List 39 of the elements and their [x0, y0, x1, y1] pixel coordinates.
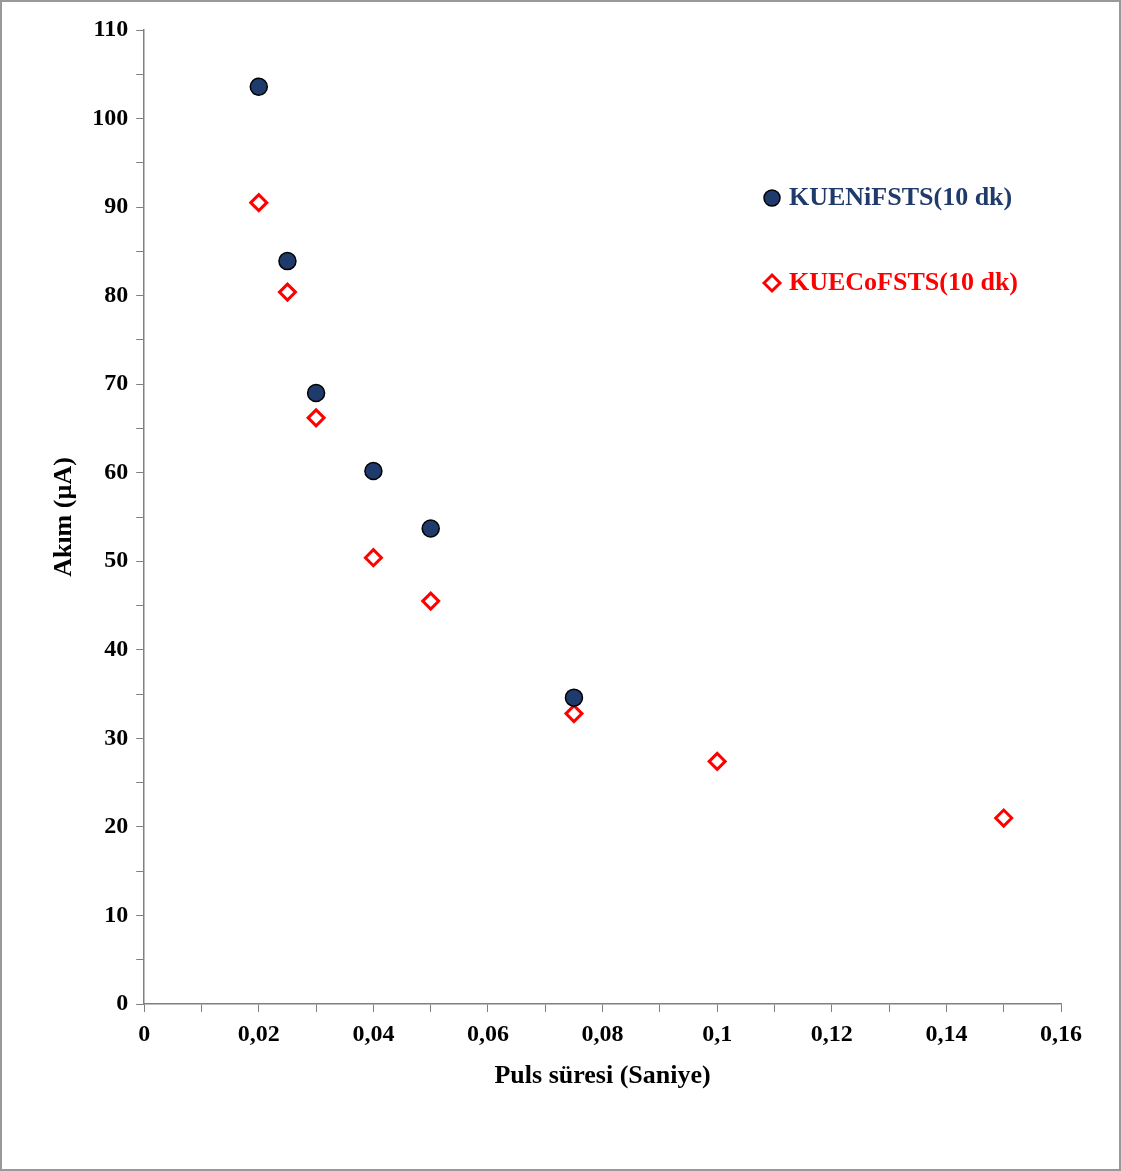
x-tick-label: 0,04 [352, 1019, 395, 1046]
legend-label: KUENiFSTS(10 dk) [789, 181, 1013, 211]
point [277, 282, 297, 302]
x-tick-label: 0,16 [1040, 1019, 1082, 1046]
y-axis-title: Akım (µA) [48, 457, 78, 577]
point [249, 77, 269, 96]
x-tick-label: 0,14 [925, 1019, 968, 1046]
point [278, 251, 297, 271]
point [363, 548, 383, 568]
y-tick-label: 50 [104, 546, 129, 573]
y-tick-label: 100 [92, 103, 129, 130]
point [421, 519, 440, 538]
y-tick-label: 10 [104, 900, 129, 927]
point [306, 408, 326, 428]
x-tick-label: 0,12 [810, 1019, 853, 1046]
x-tick-label: 0,08 [581, 1019, 624, 1046]
x-tick-label: 0,06 [467, 1019, 509, 1046]
legend-label: KUECoFSTS(10 dk) [789, 266, 1018, 296]
point [994, 808, 1014, 828]
y-tick-label: 40 [104, 635, 129, 662]
y-tick-label: 70 [104, 369, 129, 396]
x-tick-label: 0,02 [237, 1019, 280, 1046]
y-tick-label: 90 [104, 192, 129, 219]
point [564, 704, 584, 724]
point [564, 688, 584, 707]
x-tick-label: 0 [138, 1019, 151, 1046]
y-tick-label: 20 [104, 812, 129, 839]
point [707, 751, 727, 771]
point [249, 193, 269, 213]
y-tick-label: 0 [116, 989, 129, 1016]
x-axis-title: Puls süresi (Saniye) [494, 1060, 711, 1090]
point [364, 461, 383, 481]
point [421, 591, 441, 611]
point [306, 383, 326, 403]
x-tick-label: 0,1 [702, 1019, 733, 1046]
y-tick-label: 30 [104, 723, 129, 750]
y-tick-label: 110 [93, 15, 129, 42]
y-tick-label: 60 [104, 457, 129, 484]
y-tick-label: 80 [104, 280, 129, 307]
